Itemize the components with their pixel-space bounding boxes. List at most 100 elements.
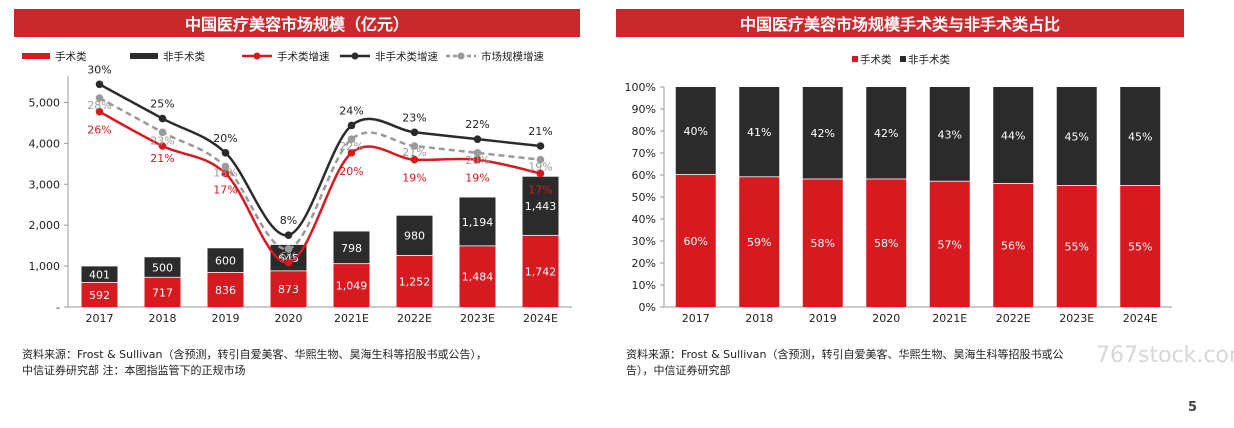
x-tick-label: 2022E	[397, 312, 432, 325]
bar-label-surgical: 1,484	[462, 271, 494, 284]
growth-label: 18%	[213, 167, 237, 180]
bar-surgical	[993, 183, 1034, 307]
growth-label: 19%	[465, 172, 489, 185]
x-tick-label: 2020	[872, 312, 900, 325]
legend-label: 非手术类	[908, 53, 950, 66]
growth-label: 23%	[150, 134, 174, 147]
x-tick-label: 2021E	[334, 312, 369, 325]
legend-swatch	[130, 53, 158, 59]
growth-label: 21%	[402, 146, 426, 159]
bar-label-non-surgical: 42%	[811, 127, 835, 140]
bar-label-surgical: 55%	[1065, 241, 1089, 254]
growth-marker	[284, 245, 293, 253]
legend-marker	[351, 52, 359, 60]
bar-label-surgical: 58%	[811, 237, 835, 250]
bar-surgical	[1056, 186, 1097, 307]
growth-label: 21%	[528, 125, 552, 138]
growth-marker	[536, 169, 545, 178]
x-tick-label: 2017	[86, 312, 114, 325]
bar-label-non-surgical: 42%	[874, 127, 898, 140]
x-tick-label: 2022E	[996, 312, 1031, 325]
right-note-line1: 资料来源：Frost & Sullivan（含预测，转引自爱美客、华熙生物、昊海…	[626, 348, 1064, 361]
bar-non-surgical	[739, 87, 780, 177]
bar-surgical	[1120, 186, 1161, 307]
bar-label-non-surgical: 43%	[938, 128, 962, 141]
growth-label: 17%	[213, 183, 237, 196]
bar-surgical	[81, 282, 118, 307]
legend: 手术类 非手术类 手术类增速 非手术类增速 市场规模增速	[22, 50, 544, 63]
x-tick-label: 2018	[149, 312, 177, 325]
x-tick-label: 2021E	[932, 312, 967, 325]
growth-label: 22%	[339, 140, 363, 153]
y-tick-label: 100%	[625, 81, 656, 94]
bar-label-non-surgical: 1,194	[462, 216, 494, 229]
growth-line	[98, 83, 541, 237]
bar-non-surgical	[522, 176, 559, 235]
bar-label-surgical: 57%	[938, 238, 962, 251]
y-tick-label: 80%	[632, 125, 656, 138]
bar-label-surgical: 717	[152, 286, 173, 299]
legend-item: 非手术类增速	[340, 50, 438, 63]
growth-label: 20%	[339, 165, 363, 178]
legend-item: 手术类	[852, 53, 892, 66]
growth-label: 19%	[402, 172, 426, 185]
bar-non-surgical	[1056, 87, 1097, 186]
y-tick-label: -	[56, 301, 60, 314]
growth-marker	[95, 94, 104, 102]
right-chart-title: 中国医疗美容市场规模手术类与非手术类占比	[616, 9, 1184, 37]
page-number: 5	[1188, 400, 1198, 415]
bar-label-non-surgical: 1,443	[525, 200, 557, 213]
growth-marker	[410, 155, 419, 164]
growth-marker	[473, 135, 482, 143]
bar-non-surgical	[81, 266, 118, 282]
bar-label-surgical: 55%	[1128, 241, 1152, 254]
x-tick-label: 2019	[212, 312, 240, 325]
bar-non-surgical	[396, 215, 433, 255]
legend-marker	[253, 52, 261, 60]
legend-swatch	[900, 56, 906, 62]
right-note-line2: 告），中信证券研究部	[626, 364, 731, 377]
bar-non-surgical	[333, 231, 370, 264]
growth-marker	[221, 169, 230, 178]
bar-surgical	[739, 177, 780, 307]
bar-surgical	[207, 272, 244, 307]
legend-marker	[457, 52, 465, 60]
growth-marker	[347, 135, 356, 143]
bar-label-surgical: 1,252	[399, 275, 431, 288]
legend-label: 手术类	[860, 53, 892, 66]
share-chart: 手术类 非手术类 0% 10% 20% 30% 40% 50% 60% 70% 80% 90% 100%…	[625, 53, 1172, 325]
bar-non-surgical	[802, 87, 843, 179]
bar-label-non-surgical: 798	[341, 242, 362, 255]
bar-surgical	[333, 264, 370, 307]
legend-item: 非手术类	[130, 50, 205, 63]
bar-non-surgical	[144, 257, 181, 277]
growth-marker	[347, 121, 356, 130]
growth-label: 30%	[87, 63, 111, 76]
y-tick-label: 90%	[632, 103, 656, 116]
growth-label: 26%	[87, 124, 111, 137]
growth-marker	[284, 231, 293, 239]
legend-item: 手术类	[22, 50, 87, 63]
left-note-line2: 中信证券研究部 注：本图指监管下的正规市场	[22, 364, 246, 377]
growth-marker	[284, 258, 293, 267]
y-tick-label: 50%	[632, 191, 656, 204]
y-tick-label: 30%	[632, 235, 656, 248]
x-tick-label: 2018	[745, 312, 773, 325]
bar-label-surgical: 56%	[1001, 239, 1025, 252]
y-tick-label: 1,000	[29, 260, 61, 273]
bar-non-surgical	[675, 87, 716, 175]
left-note-line1: 资料来源：Frost & Sullivan（含预测，转引自爱美客、华熙生物、昊海…	[22, 348, 487, 361]
growth-label: 24%	[339, 104, 363, 117]
y-tick-label: 20%	[632, 257, 656, 270]
bar-label-non-surgical: 41%	[747, 126, 771, 139]
bar-label-non-surgical: 600	[215, 255, 236, 268]
legend-item: 市场规模增速	[446, 50, 544, 63]
growth-marker	[536, 155, 545, 164]
bar-non-surgical	[207, 248, 244, 272]
bar-non-surgical	[929, 87, 970, 181]
bar-label-surgical: 836	[215, 284, 236, 297]
left-chart-title: 中国医疗美容市场规模（亿元）	[14, 9, 580, 37]
growth-label: 21%	[150, 152, 174, 165]
growth-line	[98, 110, 541, 264]
y-tick-label: 5,000	[29, 96, 61, 109]
